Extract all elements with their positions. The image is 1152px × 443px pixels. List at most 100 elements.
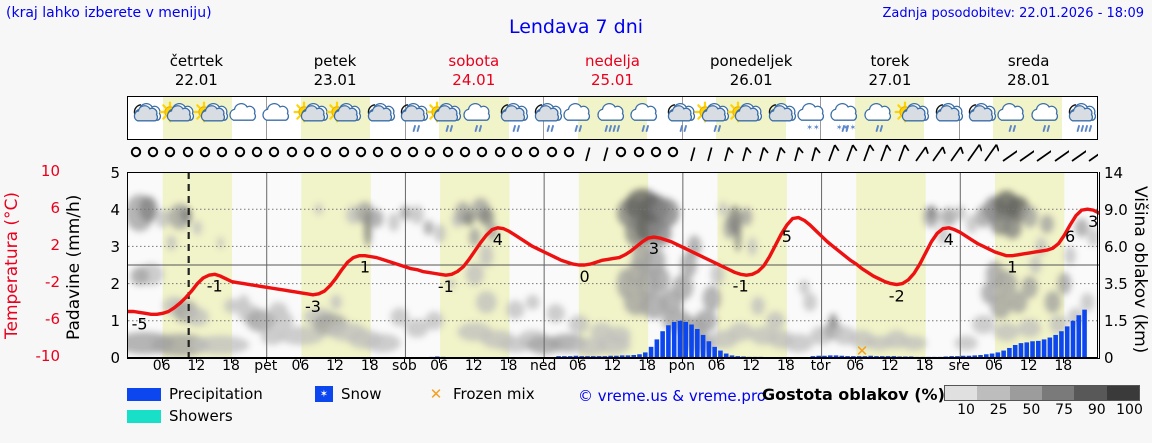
sun-cloud-icon: [292, 98, 332, 139]
cloud-density-title: Gostota oblakov (%): [762, 385, 945, 404]
precipitation-swatch: [127, 387, 161, 401]
x-axis-label: 12: [187, 358, 206, 374]
temperature-value-label: 5: [782, 227, 792, 246]
day-date: 25.01: [591, 71, 634, 89]
cloud-density-step-50: [1009, 386, 1042, 400]
temperature-value-label: -5: [132, 314, 148, 333]
x-axis-label: 12: [464, 358, 483, 374]
wind-barb: [867, 141, 895, 167]
cloud-rain-icon: [626, 98, 666, 139]
cloud-rain-icon: [860, 98, 900, 139]
wind-barb: [833, 141, 861, 167]
cloud-density-step-75: [1041, 386, 1075, 400]
day-date: 28.01: [1007, 71, 1051, 89]
day-name: petek: [313, 52, 357, 70]
cloud-snow-icon: ✶ ✶: [793, 98, 833, 139]
frozen-mix-marker: ✕: [856, 342, 869, 358]
x-axis-tick: [508, 358, 510, 363]
x-axis-tick: [993, 358, 995, 363]
sun-rain-icon: [693, 98, 733, 139]
temperature-value-label: 3: [1088, 212, 1098, 231]
precipitation-axis-ticks: 5 4 3 2 1 0: [88, 162, 120, 368]
legend-frozen-mix-label: Frozen mix: [453, 385, 535, 403]
x-axis-label: 06: [985, 358, 1003, 374]
wind-barb: [781, 141, 809, 167]
cloud-height-axis-title: Višina oblakov (km): [1130, 186, 1150, 354]
x-axis-labels: 06 12 18 pet 06 12 18 sob 06 12 18 ned 06 12 18 pon 06 12…: [127, 358, 1098, 378]
temperature-value-label: 4: [493, 230, 503, 249]
x-axis-label: 12: [603, 358, 622, 374]
x-axis-tick: [369, 358, 371, 363]
legend-showers-label: Showers: [169, 407, 233, 425]
x-axis-tick: [716, 358, 718, 363]
svg-text:✶: ✶: [850, 123, 857, 132]
svg-text:✶: ✶: [836, 123, 843, 132]
x-axis-tick: [820, 358, 822, 363]
wind-barb: [416, 141, 444, 167]
wind-barb: [156, 141, 184, 167]
svg-text:✶: ✶: [843, 123, 850, 132]
moon-rain-icon: [526, 98, 566, 139]
cloud-density-scale: [944, 385, 1140, 401]
wind-barb: [208, 141, 236, 167]
cloud-height-tick: 0: [1104, 349, 1114, 367]
day-name: sobota: [448, 52, 500, 70]
wind-barb: [347, 141, 375, 167]
x-axis-label: ned: [529, 358, 557, 374]
sun-cloud-icon: [158, 98, 198, 139]
x-axis-label: 12: [326, 358, 344, 374]
cloud-density-label: 75: [1055, 402, 1074, 418]
x-axis-tick: [959, 358, 961, 363]
moon-cloud-icon: [960, 98, 1000, 139]
wind-barb: [850, 141, 878, 167]
temperature-value-label: -1: [207, 276, 223, 295]
cloud-density-step-25: [977, 386, 1010, 400]
wind-barb: [971, 141, 1000, 167]
cloud-height-tick: 14: [1104, 164, 1124, 182]
moon-cloud-icon: [128, 98, 165, 139]
wind-barb: [954, 141, 983, 167]
x-axis-label: 06: [846, 358, 865, 374]
wind-barb: [572, 141, 600, 167]
temperature-value-label: 1: [1007, 258, 1017, 277]
wind-barb: [399, 141, 427, 167]
cloud-density-step-100: [1106, 386, 1139, 400]
precipitation-tick: 0: [110, 349, 120, 367]
sun-cloud-icon: [325, 98, 365, 139]
wind-barb: [139, 141, 167, 167]
showers-swatch: [127, 409, 161, 423]
sun-rain-icon: [425, 98, 465, 139]
sun-cloud-icon: [726, 98, 766, 139]
temperature-tick: 6: [50, 199, 60, 217]
cloud-density-label: 25: [989, 402, 1008, 418]
moon-rain-icon: [392, 98, 432, 139]
wind-barb: [711, 141, 739, 167]
x-axis-tick: [855, 358, 857, 363]
temperature-value-label: -3: [305, 297, 321, 316]
x-axis-tick: [300, 358, 302, 363]
x-axis-tick: [439, 358, 441, 363]
cloud-height-tick: 9.0: [1104, 201, 1128, 219]
wind-barb: [127, 141, 150, 167]
temperature-line: [128, 207, 1099, 316]
wind-barb: [243, 141, 271, 167]
wind-barb: [226, 141, 254, 167]
page-title: Lendava 7 dni: [508, 16, 644, 38]
x-axis-label: sre: [948, 358, 970, 374]
cloud-rain-icon: [559, 98, 599, 139]
legend-precipitation: Precipitation: [127, 383, 263, 405]
day-date: 24.01: [452, 71, 496, 89]
moon-cloud-icon: [760, 98, 800, 139]
credit-link[interactable]: © vreme.us & vreme.pro: [578, 387, 766, 405]
meteogram-plot: -5 -1 -3 1 -1 4 0 3 -1 5 -2 4 1 6 3 ✕: [127, 172, 1100, 359]
wind-barb: [174, 141, 202, 167]
wind-barb: [937, 141, 965, 167]
x-axis-label: 18: [776, 358, 795, 374]
legend-snow: ✶ Snow: [315, 383, 381, 405]
wind-barb: [312, 141, 340, 167]
day-name: nedelja: [584, 52, 640, 70]
precipitation-tick: 1: [110, 312, 120, 330]
wind-barb-strip: [127, 141, 1098, 167]
cloud-density-step-90: [1074, 386, 1107, 400]
